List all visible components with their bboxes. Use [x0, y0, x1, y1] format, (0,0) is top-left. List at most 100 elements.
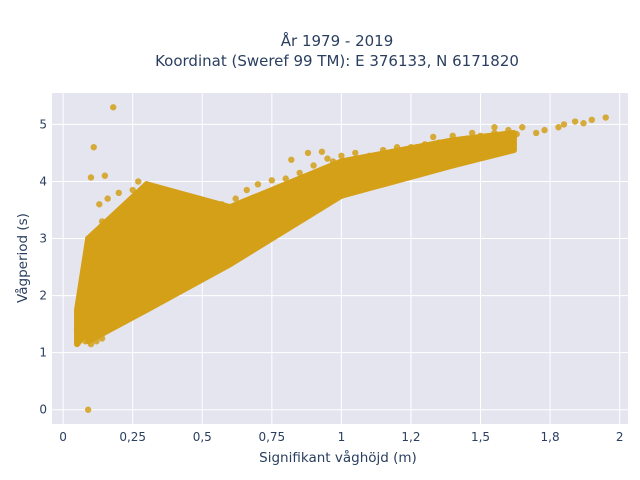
y-tick-label: 3: [39, 232, 47, 246]
data-point: [560, 121, 568, 128]
data-point: [232, 195, 239, 202]
data-point: [212, 263, 220, 271]
x-tick-label: 0,75: [258, 430, 285, 444]
data-point: [491, 129, 498, 137]
data-point: [254, 181, 262, 188]
data-point: [338, 192, 345, 199]
data-point: [421, 141, 429, 148]
data-point: [505, 126, 512, 134]
data-point: [82, 286, 89, 294]
data-point: [268, 177, 276, 184]
data-point: [352, 186, 359, 194]
data-point: [449, 132, 456, 140]
data-point: [430, 133, 437, 141]
data-point: [143, 298, 150, 305]
data-point: [463, 135, 470, 142]
data-point: [110, 104, 117, 111]
data-point: [602, 114, 609, 121]
data-point: [240, 243, 248, 251]
data-point: [296, 209, 303, 217]
data-point: [254, 235, 262, 242]
y-tick-label: 1: [39, 346, 47, 360]
data-point: [282, 175, 289, 182]
data-point: [491, 146, 498, 154]
data-point: [435, 163, 442, 171]
data-point: [84, 263, 92, 271]
data-point: [76, 320, 84, 328]
data-point: [98, 335, 106, 342]
data-point: [282, 218, 289, 225]
data-point: [379, 178, 387, 185]
x-tick-label: 1,2: [401, 430, 420, 444]
data-point: [87, 241, 95, 248]
x-tick-label: 1,5: [471, 430, 490, 444]
data-point: [310, 162, 317, 169]
data-point: [174, 203, 181, 211]
data-point: [115, 189, 122, 197]
x-tick-label: 0,25: [119, 430, 146, 444]
data-point: [243, 186, 250, 194]
chart-title-line1: År 1979 - 2019: [281, 31, 394, 50]
data-point: [352, 149, 359, 157]
data-point: [129, 309, 136, 316]
data-point: [82, 338, 89, 345]
data-point: [532, 129, 540, 137]
data-point: [185, 280, 192, 288]
data-point: [157, 292, 164, 299]
data-point: [393, 175, 401, 182]
data-point: [218, 201, 225, 208]
data-point: [135, 178, 142, 185]
data-point: [468, 129, 476, 137]
data-point: [268, 226, 276, 234]
data-point: [449, 138, 456, 145]
data-point: [477, 132, 484, 140]
data-point: [148, 195, 156, 202]
data-point: [296, 169, 303, 177]
y-tick-label: 2: [39, 289, 47, 303]
chart-title-line2: Koordinat (Sweref 99 TM): E 376133, N 61…: [155, 52, 519, 70]
y-axis-title: Vågperiod (s): [14, 213, 31, 303]
data-point: [304, 149, 312, 157]
x-tick-label: 0: [59, 430, 67, 444]
data-point: [513, 130, 520, 138]
data-point: [171, 286, 178, 294]
data-point: [96, 201, 103, 208]
data-point: [199, 269, 206, 276]
x-tick-labels: 0 0,25 0,5 0,75 1 1,2 1,5 1,8 2: [59, 430, 623, 444]
data-point: [435, 139, 442, 146]
data-point: [379, 146, 387, 154]
y-tick-label: 4: [39, 174, 47, 188]
data-point: [463, 156, 470, 163]
data-point: [571, 118, 579, 125]
data-point: [407, 172, 415, 179]
data-point: [226, 255, 234, 262]
data-point: [580, 120, 587, 127]
data-point: [519, 124, 526, 131]
x-tick-label: 1,8: [541, 430, 560, 444]
data-point: [190, 206, 198, 214]
data-point: [79, 309, 86, 316]
data-point: [90, 144, 97, 151]
data-point: [366, 152, 373, 159]
data-point: [288, 156, 295, 163]
x-tick-label: 1: [338, 430, 346, 444]
data-point: [73, 326, 81, 334]
data-point: [324, 198, 331, 205]
data-point: [318, 148, 326, 155]
data-point: [87, 174, 95, 181]
data-point: [84, 406, 92, 413]
data-points: [73, 104, 609, 413]
data-point: [366, 182, 373, 190]
data-point: [338, 152, 345, 159]
data-point: [98, 218, 106, 225]
data-point: [143, 181, 150, 188]
data-point: [79, 332, 86, 339]
y-tick-label: 0: [39, 403, 47, 417]
data-point: [204, 203, 212, 211]
x-tick-label: 2: [616, 430, 624, 444]
data-point: [93, 338, 100, 345]
x-tick-label: 0,5: [193, 430, 212, 444]
data-point: [329, 158, 337, 165]
data-point: [555, 124, 562, 131]
